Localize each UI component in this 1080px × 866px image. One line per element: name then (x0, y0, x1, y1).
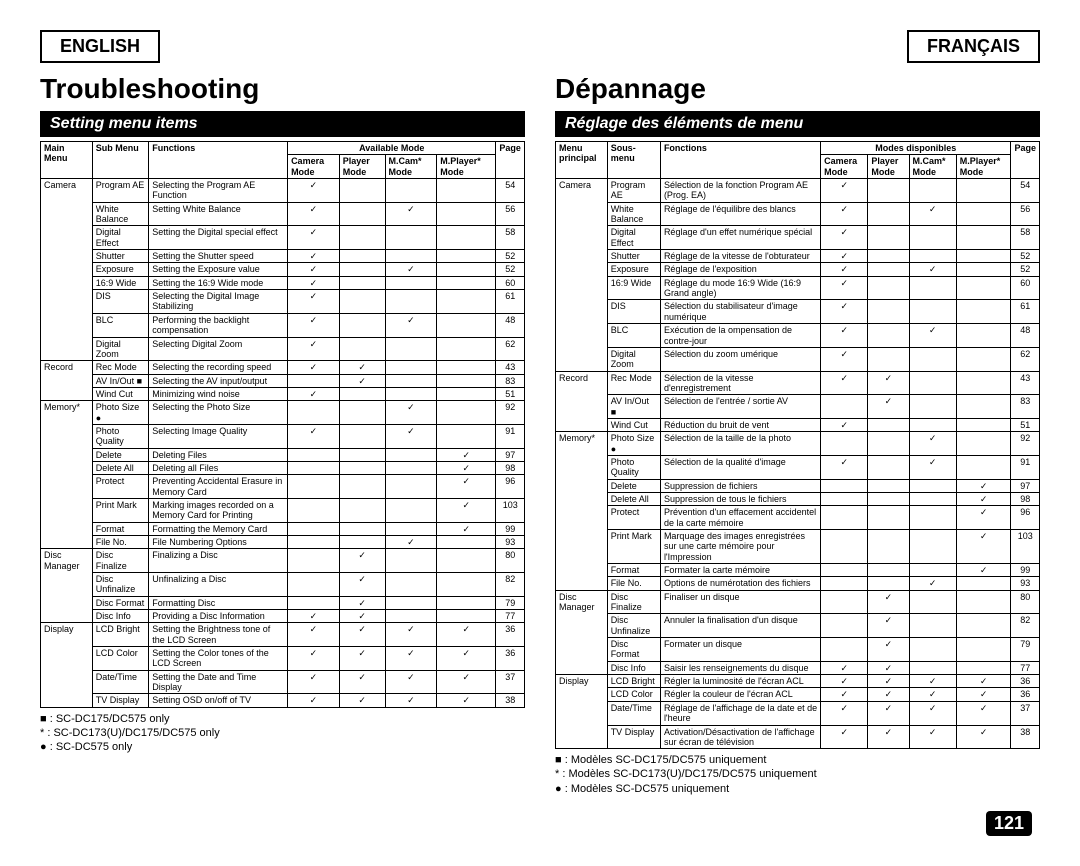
column-french: Dépannage Réglage des éléments de menu M… (555, 69, 1040, 796)
notes-en: ■ : SC-DC175/DC575 only* : SC-DC173(U)/D… (40, 712, 525, 755)
notes-fr: ■ : Modèles SC-DC175/DC575 uniquement* :… (555, 753, 1040, 796)
language-bar: ENGLISH FRANÇAIS (40, 30, 1040, 63)
lang-english: ENGLISH (40, 30, 160, 63)
page-number: 121 (986, 811, 1032, 836)
page: ENGLISH FRANÇAIS Troubleshooting Setting… (0, 0, 1080, 866)
subtitle-en: Setting menu items (40, 111, 525, 137)
column-english: Troubleshooting Setting menu items Main … (40, 69, 525, 796)
lang-francais: FRANÇAIS (907, 30, 1040, 63)
table-fr: Menu principalSous-menuFonctionsModes di… (555, 141, 1040, 749)
table-en: Main MenuSub MenuFunctionsAvailable Mode… (40, 141, 525, 708)
title-en: Troubleshooting (40, 73, 525, 105)
subtitle-fr: Réglage des éléments de menu (555, 111, 1040, 137)
title-fr: Dépannage (555, 73, 1040, 105)
